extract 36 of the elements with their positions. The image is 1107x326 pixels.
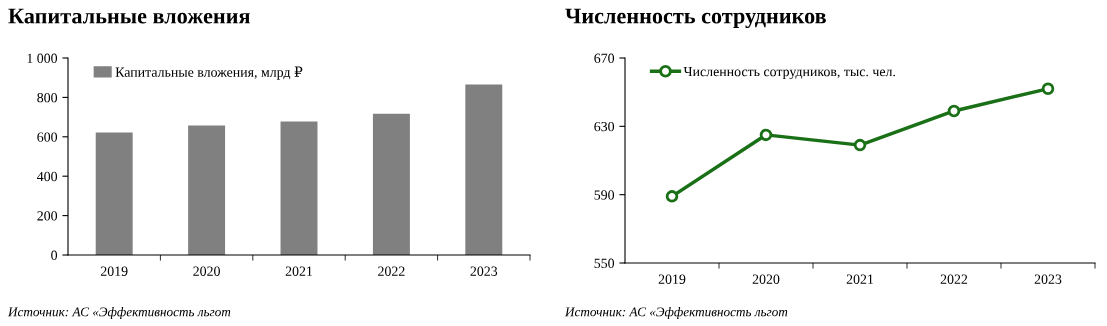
y-tick-label: 550 [594, 258, 615, 268]
x-tick-label: 2020 [193, 266, 220, 276]
point [853, 138, 867, 152]
y-tick-label: 1 000 [27, 53, 58, 63]
bar [465, 84, 503, 255]
legend-label: Капитальные вложения, млрд ₽ [115, 66, 303, 80]
bar [95, 132, 133, 255]
text: Источник: АС «Эффективность льгот [564, 307, 788, 319]
y-tick-label: 400 [37, 171, 58, 182]
y-tick-label: 590 [594, 190, 615, 200]
y-tick-label: 200 [37, 211, 58, 221]
y-tick-label: 600 [37, 132, 58, 142]
x-tick-label: 2023 [470, 266, 498, 276]
x-tick-label: 2021 [846, 274, 874, 284]
x-tick-label: 2019 [100, 266, 128, 276]
x-tick-label: 2019 [658, 274, 686, 284]
bar [372, 113, 410, 255]
bar [188, 125, 226, 255]
y-tick-label: 0 [51, 250, 58, 260]
x-tick-label: 2022 [940, 274, 968, 284]
x-tick-label: 2020 [752, 274, 780, 284]
bar [280, 121, 318, 255]
x-tick-label: 2021 [285, 266, 313, 276]
legend-label: Численность сотрудников, тыс. чел. [683, 67, 896, 80]
y-tick-label: 630 [594, 121, 615, 132]
text: Источник: АС «Эффективность льгот [7, 307, 231, 319]
chart-title: Капитальные вложения [8, 8, 250, 24]
x-tick-label: 2023 [1034, 274, 1062, 284]
point [1041, 82, 1055, 95]
point [947, 104, 961, 118]
y-tick-label: 800 [37, 92, 58, 103]
point [665, 190, 679, 203]
chart-title: Численность сотрудников [565, 8, 826, 29]
y-tick-label: 670 [594, 53, 615, 63]
point [759, 128, 773, 142]
x-tick-label: 2022 [378, 266, 405, 276]
